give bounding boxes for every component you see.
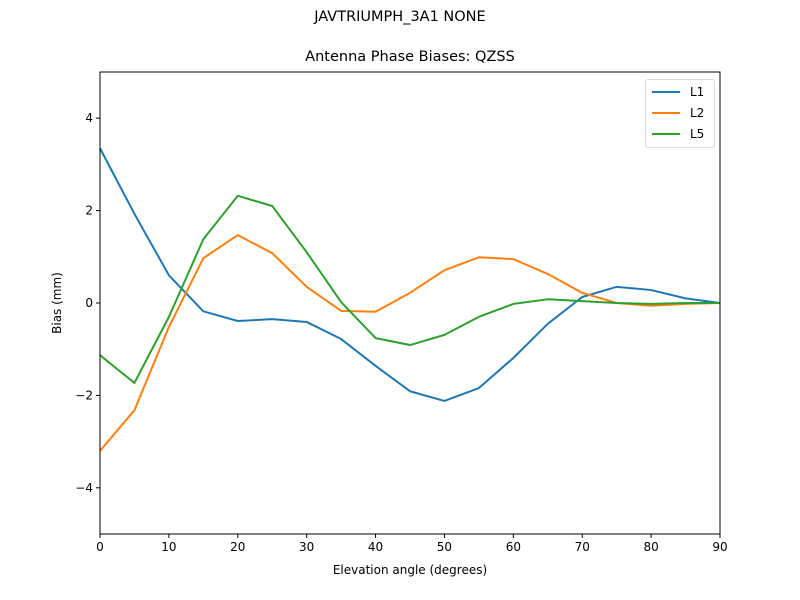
legend-item-l2: L2 <box>652 103 704 123</box>
x-tick-label: 40 <box>368 540 383 554</box>
x-axis-ticks: 0 10 20 30 40 50 60 70 80 90 <box>96 534 728 554</box>
x-tick-label: 20 <box>230 540 245 554</box>
x-tick-label: 90 <box>712 540 727 554</box>
legend-label: L5 <box>690 127 705 141</box>
y-tick-label: −4 <box>75 481 93 495</box>
series-line-l2 <box>99 234 721 452</box>
x-tick-label: 30 <box>299 540 314 554</box>
y-tick-label: 4 <box>85 111 93 125</box>
chart-suptitle: JAVTRIUMPH_3A1 NONE <box>314 9 486 25</box>
x-tick-label: 80 <box>643 540 658 554</box>
legend-line-icon <box>652 112 680 114</box>
legend-item-l1: L1 <box>652 82 704 102</box>
x-tick-label: 50 <box>437 540 452 554</box>
legend-line-icon <box>652 91 680 93</box>
x-tick-label: 10 <box>161 540 176 554</box>
data-lines <box>99 147 721 452</box>
legend: L1 L2 L5 <box>645 79 715 148</box>
x-axis-label: Elevation angle (degrees) <box>333 563 487 577</box>
x-tick-label: 0 <box>96 540 104 554</box>
legend-item-l5: L5 <box>652 124 704 144</box>
legend-label: L1 <box>690 85 705 99</box>
y-tick-label: 2 <box>85 204 93 218</box>
y-axis-ticks: 4 2 0 −2 −4 <box>75 111 100 495</box>
x-tick-label: 70 <box>575 540 590 554</box>
x-tick-label: 60 <box>506 540 521 554</box>
y-tick-label: −2 <box>75 388 93 402</box>
series-line-l5 <box>99 194 720 384</box>
y-tick-label: 0 <box>85 296 93 310</box>
series-line-l1 <box>99 147 721 402</box>
chart-title: Antenna Phase Biases: QZSS <box>305 49 515 65</box>
legend-line-icon <box>652 133 680 135</box>
y-axis-label: Bias (mm) <box>50 272 64 334</box>
legend-label: L2 <box>690 106 705 120</box>
